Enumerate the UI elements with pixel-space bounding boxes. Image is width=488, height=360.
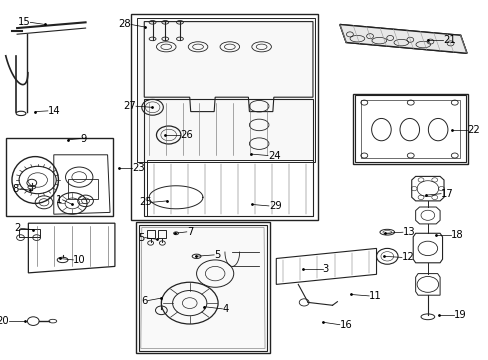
Text: 6: 6 <box>141 296 147 306</box>
Text: 15: 15 <box>18 17 30 27</box>
Text: 5: 5 <box>214 250 220 260</box>
Polygon shape <box>139 225 266 351</box>
Text: 14: 14 <box>48 106 61 116</box>
Polygon shape <box>339 24 466 53</box>
Text: 23: 23 <box>132 163 144 174</box>
Text: 18: 18 <box>450 230 463 240</box>
Text: 9: 9 <box>80 134 86 144</box>
Polygon shape <box>137 18 315 162</box>
Text: 16: 16 <box>339 320 352 330</box>
Text: 17: 17 <box>440 189 453 199</box>
Text: 28: 28 <box>118 19 131 30</box>
Text: 11: 11 <box>368 291 381 301</box>
Text: 3: 3 <box>322 264 328 274</box>
Text: 20: 20 <box>0 316 9 326</box>
Text: 13: 13 <box>402 227 415 237</box>
Text: 4: 4 <box>222 304 228 314</box>
Text: 25: 25 <box>139 197 151 207</box>
Text: 24: 24 <box>267 150 280 161</box>
Text: 26: 26 <box>180 130 192 140</box>
Text: 2: 2 <box>14 223 20 233</box>
Text: 19: 19 <box>453 310 466 320</box>
Text: 7: 7 <box>186 227 193 237</box>
Text: 21: 21 <box>442 35 455 45</box>
Text: 10: 10 <box>73 255 86 265</box>
Text: 12: 12 <box>401 252 414 262</box>
Text: 27: 27 <box>123 101 136 111</box>
Text: 29: 29 <box>268 201 281 211</box>
Text: 8: 8 <box>12 184 19 194</box>
Text: 5: 5 <box>138 233 144 243</box>
Text: 22: 22 <box>466 125 479 135</box>
Text: 1: 1 <box>56 195 62 205</box>
